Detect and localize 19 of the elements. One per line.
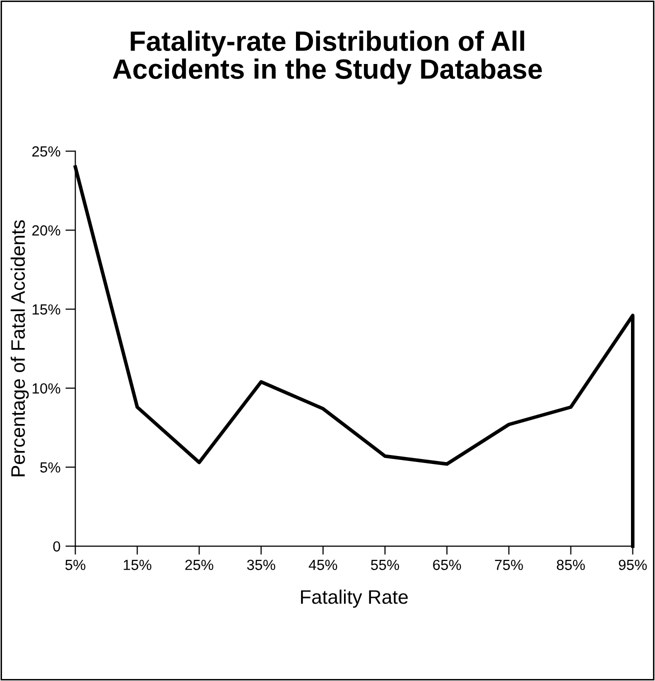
x-tick-label: 5% (65, 560, 86, 570)
y-tick-label: 15% (32, 304, 60, 315)
y-tick-label: 0 (53, 541, 60, 552)
x-axis-title: Fatality Rate (301, 590, 408, 608)
y-tick-label: 5% (40, 462, 60, 473)
x-tick-label: 95% (618, 560, 647, 570)
x-tick-label: 35% (247, 560, 276, 570)
y-tick-label: 20% (32, 225, 60, 236)
x-tick-label: 85% (556, 560, 585, 570)
chart-title: Fatality-rate Distribution of All Accidents in the Study Database (112, 30, 542, 84)
x-tick-label: 45% (308, 560, 338, 570)
x-tick-label: 25% (185, 560, 214, 570)
x-tick-label: 55% (370, 560, 400, 570)
x-tick-label: 75% (495, 560, 523, 570)
y-tick-label: 25% (32, 146, 60, 157)
x-tick-label: 65% (433, 560, 462, 570)
y-axis-title: Percentage of Fatal Accidents (10, 220, 29, 476)
y-tick-label: 10% (32, 383, 60, 394)
x-tick-label: 15% (124, 560, 152, 570)
